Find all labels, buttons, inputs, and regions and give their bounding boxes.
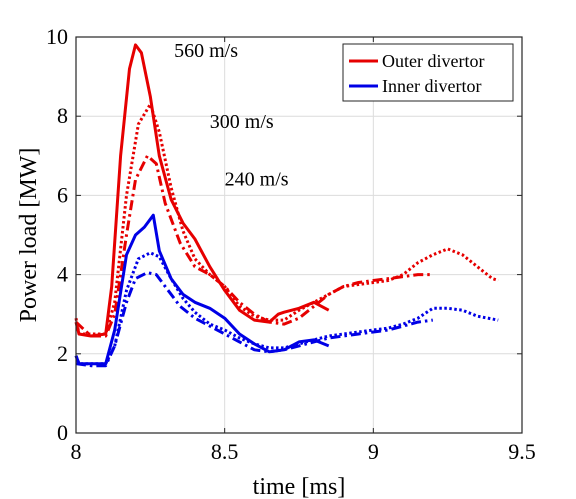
legend-label-inner: Inner divertor: [382, 76, 481, 96]
y-tick-label: 2: [57, 341, 68, 366]
axis-ticks: 8 8.5 9 9.5 0 2 4 6 8 10: [46, 24, 536, 464]
speed-annotations: 560 m/s 300 m/s 240 m/s: [174, 40, 289, 191]
x-tick-label: 8: [71, 439, 82, 464]
x-tick-label: 8.5: [211, 439, 239, 464]
annotation-300: 300 m/s: [210, 111, 274, 133]
x-axis-label: time [ms]: [253, 474, 346, 499]
y-tick-label: 6: [57, 182, 68, 207]
plot-frame: [75, 36, 523, 434]
y-tick-label: 8: [57, 103, 68, 128]
inner-divertor-240-line: [75, 271, 433, 368]
x-tick-label: 9: [368, 439, 379, 464]
inner-divertor-300-line: [74, 251, 499, 366]
annotation-240: 240 m/s: [225, 169, 289, 191]
y-tick-label: 0: [57, 420, 68, 445]
legend: Outer divertor Inner divertor: [342, 43, 514, 102]
y-tick-label: 10: [46, 24, 68, 49]
outer-divertor-560-line: [74, 43, 330, 338]
outer-divertor-300-line: [74, 102, 499, 336]
annotation-560: 560 m/s: [174, 40, 238, 62]
series-layer: [74, 43, 499, 368]
outer-divertor-240-line: [74, 154, 433, 338]
y-tick-label: 4: [57, 262, 68, 287]
x-tick-label: 9.5: [508, 439, 536, 464]
legend-label-outer: Outer divertor: [382, 51, 484, 71]
y-axis-label: Power load [MW]: [16, 148, 42, 323]
legend-box: [342, 43, 514, 102]
